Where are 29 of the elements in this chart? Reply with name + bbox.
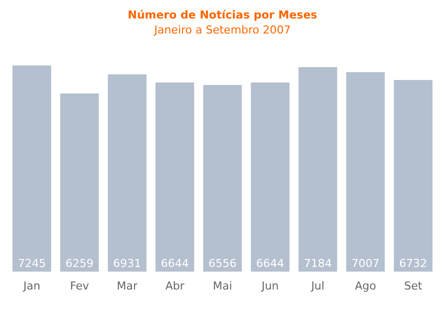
bar [203,85,242,272]
data-label: 7245 [18,256,46,270]
bar [298,67,338,272]
data-label: 6259 [66,256,94,270]
data-label: 6644 [256,256,284,270]
x-tick-label: Jul [310,279,324,292]
data-label: 7007 [352,256,380,270]
bar [250,82,290,272]
data-label: 6732 [399,256,428,270]
chart-title: Número de Notícias por Meses [128,8,318,22]
chart-subtitle: Janeiro a Setembro 2007 [153,24,291,37]
bar [108,74,146,272]
x-tick-label: Ago [354,279,376,292]
data-label: 6931 [113,256,142,270]
x-tick-label: Mar [116,279,138,292]
x-tick-label: Jun [260,279,279,292]
x-tick-label: Fev [70,279,90,292]
x-tick-label: Set [404,279,423,292]
x-tick-label: Abr [165,279,185,292]
bar [12,65,52,272]
bar [394,80,432,272]
x-tick-label: Jan [22,279,40,292]
bar [60,93,99,272]
data-label: 7184 [304,256,332,270]
data-label: 6556 [208,256,236,270]
x-tick-label: Mai [212,279,232,292]
bar [156,82,194,272]
data-label: 6644 [160,256,189,270]
bar [346,72,385,272]
